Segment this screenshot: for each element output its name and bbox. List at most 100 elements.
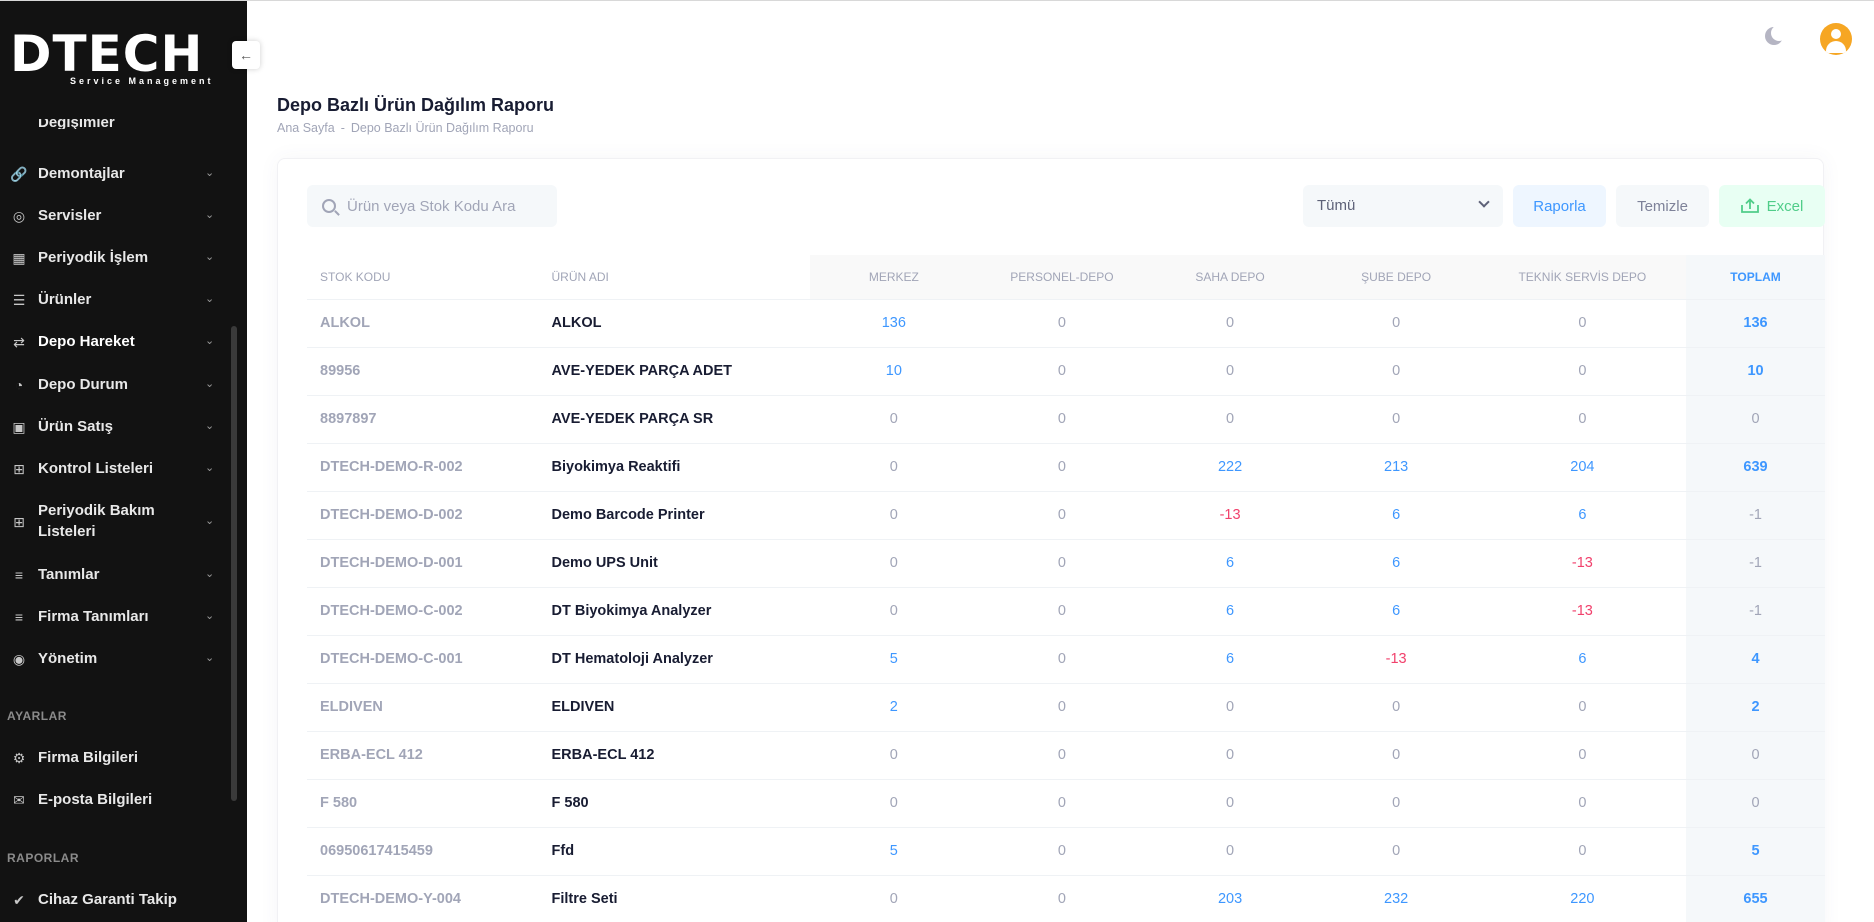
- sidebar-item-1[interactable]: ◎ Servisler ⌄: [0, 205, 230, 227]
- cell-stock-code: ALKOL: [307, 299, 539, 348]
- table-row[interactable]: 06950617415459 Ffd 5 0 0 0 0 5: [307, 827, 1825, 876]
- chevron-down-icon: ⌄: [205, 420, 215, 432]
- cell-stock-code: DTECH-DEMO-D-002: [307, 491, 539, 540]
- search-icon: [322, 199, 336, 213]
- sidebar-item-degisimler-cut[interactable]: Değişimler: [38, 119, 115, 129]
- sidebar-rapor-item-0[interactable]: ✔ Cihaz Garanti Takip: [0, 889, 230, 911]
- table-row[interactable]: DTECH-DEMO-C-002 DT Biyokimya Analyzer 0 0 6…: [307, 587, 1825, 636]
- col-toplam[interactable]: TOPLAM: [1686, 255, 1825, 300]
- cell-toplam: 4: [1686, 635, 1825, 684]
- col-stock-code[interactable]: STOK KODU: [307, 255, 539, 300]
- sidebar-collapse-button[interactable]: ←: [232, 41, 260, 69]
- table-row[interactable]: ALKOL ALKOL 136 0 0 0 0 136: [307, 299, 1825, 348]
- chevron-down-icon: ⌄: [205, 167, 215, 179]
- select-value: Tümü: [1317, 197, 1356, 214]
- table-row[interactable]: DTECH-DEMO-R-002 Biyokimya Reaktifi 0 0 222 2…: [307, 443, 1825, 492]
- col-sube-depo[interactable]: ŞUBE DEPO: [1313, 255, 1479, 300]
- sidebar-item-10[interactable]: ≡ Firma Tanımları ⌄: [0, 606, 230, 628]
- cell-product-name: ELDIVEN: [538, 683, 811, 732]
- sidebar: DTECH Service Management Değişimler 🔗 Dem…: [0, 1, 247, 922]
- cell-teknik-servis-depo: 6: [1478, 635, 1687, 684]
- cell-toplam: 639: [1686, 443, 1825, 492]
- col-merkez[interactable]: MERKEZ: [810, 255, 978, 300]
- sidebar-item-label: Kontrol Listeleri: [38, 460, 154, 477]
- cell-saha-depo: 222: [1146, 443, 1314, 492]
- col-product-name[interactable]: ÜRÜN ADI: [538, 255, 811, 300]
- cell-sube-depo: 0: [1313, 299, 1479, 348]
- cell-toplam: 2: [1686, 683, 1825, 732]
- col-teknik-servis-depo[interactable]: TEKNİK SERVİS DEPO: [1478, 255, 1687, 300]
- warehouse-filter-select[interactable]: Tümü: [1303, 185, 1503, 227]
- cell-sube-depo: 6: [1313, 539, 1479, 588]
- sidebar-item-8[interactable]: ⊞ Periyodik Bakım Listeleri ⌄: [0, 500, 230, 544]
- section-label-ayarlar: AYARLAR: [7, 709, 67, 723]
- col-saha-depo[interactable]: SAHA DEPO: [1146, 255, 1314, 300]
- cell-sube-depo: 0: [1313, 779, 1479, 828]
- sidebar-item-label: Ürünler: [38, 291, 92, 308]
- report-button[interactable]: Raporla: [1513, 185, 1606, 227]
- clear-button[interactable]: Temizle: [1616, 185, 1709, 227]
- sidebar-item-label: Ürün Satış: [38, 418, 114, 435]
- search-box[interactable]: [307, 185, 557, 227]
- menu-icon: ≡: [14, 609, 24, 625]
- sidebar-item-5[interactable]: ◔ Depo Durum ⌄: [0, 374, 230, 396]
- cell-sube-depo: 0: [1313, 395, 1479, 444]
- table-row[interactable]: ERBA-ECL 412 ERBA-ECL 412 0 0 0 0 0 0: [307, 731, 1825, 780]
- cell-personel-depo: 0: [977, 779, 1147, 828]
- sidebar-item-label: E-posta Bilgileri: [38, 791, 153, 808]
- cell-saha-depo: 6: [1146, 587, 1314, 636]
- cell-stock-code: 8897897: [307, 395, 539, 444]
- sidebar-item-11[interactable]: ◉ Yönetim ⌄: [0, 648, 230, 670]
- sidebar-scrollbar[interactable]: [231, 326, 237, 801]
- sidebar-item-4[interactable]: ⇄ Depo Hareket ⌄: [0, 331, 230, 353]
- sidebar-item-6[interactable]: ▣ Ürün Satış ⌄: [0, 416, 230, 438]
- sidebar-item-label: Demontajlar: [38, 165, 125, 182]
- search-input[interactable]: [347, 185, 552, 227]
- pie-icon: ◔: [14, 377, 24, 393]
- cell-toplam: 0: [1686, 395, 1825, 444]
- table-row[interactable]: ELDIVEN ELDIVEN 2 0 0 0 0 2: [307, 683, 1825, 732]
- cell-merkez: 0: [810, 875, 978, 922]
- excel-export-button[interactable]: Excel: [1719, 185, 1825, 227]
- table-row[interactable]: DTECH-DEMO-D-002 Demo Barcode Printer 0 0 -1…: [307, 491, 1825, 540]
- breadcrumb-home[interactable]: Ana Sayfa: [277, 121, 335, 135]
- theme-toggle-moon-icon[interactable]: [1765, 25, 1787, 45]
- cell-saha-depo: 0: [1146, 731, 1314, 780]
- table-row[interactable]: DTECH-DEMO-C-001 DT Hematoloji Analyzer 5 0…: [307, 635, 1825, 684]
- arrows-icon: ⇄: [13, 333, 25, 350]
- sidebar-item-7[interactable]: ⊞ Kontrol Listeleri ⌄: [0, 458, 230, 480]
- table-header-row: STOK KODU ÜRÜN ADI MERKEZ PERSONEL-DEPO …: [307, 255, 1825, 300]
- sidebar-item-2[interactable]: ▦ Periyodik İşlem ⌄: [0, 247, 230, 269]
- cell-merkez: 136: [810, 299, 978, 348]
- chevron-down-icon: ⌄: [205, 568, 215, 580]
- table-row[interactable]: 8897897 AVE-YEDEK PARÇA SR 0 0 0 0 0 0: [307, 395, 1825, 444]
- sidebar-item-3[interactable]: ☰ Ürünler ⌄: [0, 289, 230, 311]
- cell-personel-depo: 0: [977, 347, 1147, 396]
- cell-personel-depo: 0: [977, 539, 1147, 588]
- cell-stock-code: F 580: [307, 779, 539, 828]
- logo[interactable]: DTECH Service Management: [10, 29, 211, 89]
- cell-sube-depo: 0: [1313, 683, 1479, 732]
- table-row[interactable]: F 580 F 580 0 0 0 0 0 0: [307, 779, 1825, 828]
- table-row[interactable]: 89956 AVE-YEDEK PARÇA ADET 10 0 0 0 0 10: [307, 347, 1825, 396]
- sidebar-ayarlar-item-0[interactable]: ⚙ Firma Bilgileri: [0, 747, 230, 769]
- user-avatar[interactable]: [1820, 23, 1852, 55]
- cell-personel-depo: 0: [977, 731, 1147, 780]
- cell-stock-code: DTECH-DEMO-R-002: [307, 443, 539, 492]
- cell-saha-depo: 0: [1146, 827, 1314, 876]
- cell-teknik-servis-depo: 220: [1478, 875, 1687, 922]
- sidebar-item-0[interactable]: 🔗 Demontajlar ⌄: [0, 163, 230, 185]
- cell-stock-code: ERBA-ECL 412: [307, 731, 539, 780]
- cell-stock-code: DTECH-DEMO-C-002: [307, 587, 539, 636]
- chevron-down-icon: ⌄: [205, 610, 215, 622]
- cell-personel-depo: 0: [977, 875, 1147, 922]
- sidebar-ayarlar-item-1[interactable]: ✉ E-posta Bilgileri: [0, 789, 230, 811]
- table-row[interactable]: DTECH-DEMO-D-001 Demo UPS Unit 0 0 6 6 -13 -1: [307, 539, 1825, 588]
- table-row[interactable]: DTECH-DEMO-Y-004 Filtre Seti 0 0 203 232 220 65…: [307, 875, 1825, 922]
- cell-sube-depo: 0: [1313, 731, 1479, 780]
- col-personel-depo[interactable]: PERSONEL-DEPO: [977, 255, 1147, 300]
- cell-personel-depo: 0: [977, 827, 1147, 876]
- cell-product-name: ERBA-ECL 412: [538, 731, 811, 780]
- cell-teknik-servis-depo: 0: [1478, 299, 1687, 348]
- sidebar-item-9[interactable]: ≡ Tanımlar ⌄: [0, 564, 230, 586]
